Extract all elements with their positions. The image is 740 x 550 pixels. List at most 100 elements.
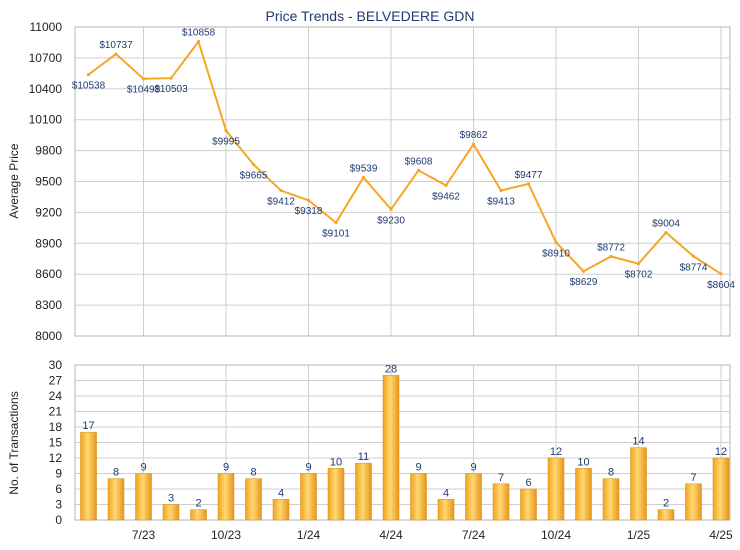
price-point <box>691 254 696 258</box>
transaction-bar-label: 8 <box>113 467 119 479</box>
price-data-label: $8629 <box>570 277 598 288</box>
transaction-bar-label: 8 <box>250 467 256 479</box>
transaction-bar <box>712 457 730 521</box>
price-data-label: $9101 <box>322 229 350 240</box>
transactions-y-tick-label: 21 <box>49 405 63 419</box>
transaction-bar-label: 14 <box>632 436 644 448</box>
transaction-bar-label: 7 <box>690 472 696 484</box>
transaction-bar <box>657 509 675 521</box>
price-point <box>251 162 256 167</box>
price-y-tick-label: 8300 <box>35 298 62 312</box>
price-point <box>636 262 641 266</box>
transaction-bar <box>520 488 537 521</box>
price-data-label: $9462 <box>432 191 460 202</box>
transaction-bar <box>492 483 510 521</box>
transaction-bar <box>190 509 207 521</box>
transaction-bar-label: 4 <box>443 487 449 499</box>
transaction-bar-label: 10 <box>330 456 342 468</box>
x-tick-label: 10/24 <box>541 528 571 542</box>
transaction-bar <box>327 468 345 521</box>
transactions-data-labels: 17 8 9 3 2 9 8 4 9 10 11 28 9 4 9 7 6 12 10 8 14 2 7 12 <box>82 363 727 509</box>
price-plot-frame <box>74 26 731 337</box>
price-data-label: $10858 <box>182 28 216 39</box>
transaction-bar-label: 2 <box>195 498 201 510</box>
x-tick-label: 1/24 <box>297 528 321 542</box>
price-data-label: $10538 <box>72 81 106 92</box>
transactions-y-tick-label: 6 <box>55 482 62 496</box>
price-point <box>334 220 338 225</box>
transaction-bar-label: 8 <box>608 467 614 479</box>
price-data-label: $9318 <box>295 206 323 217</box>
transaction-bar <box>355 462 372 521</box>
x-tick-label: 4/24 <box>379 528 403 542</box>
price-point <box>444 183 448 188</box>
price-y-tick-label: 8600 <box>35 267 62 281</box>
price-y-tick-label: 10700 <box>29 51 63 65</box>
price-data-label: $9995 <box>212 137 240 148</box>
x-tick-label: 7/24 <box>462 528 486 542</box>
transaction-bar-label: 28 <box>385 363 397 375</box>
transactions-y-tick-label: 15 <box>49 436 63 450</box>
price-data-label: $8774 <box>680 262 708 273</box>
price-data-label: $9477 <box>515 170 543 181</box>
price-point <box>389 207 393 211</box>
price-data-label: $9413 <box>487 196 515 207</box>
transaction-bar-label: 9 <box>305 462 311 474</box>
transaction-bar-label: 12 <box>550 446 562 458</box>
transaction-bar <box>272 499 290 521</box>
transactions-y-tick-label: 24 <box>49 389 63 403</box>
price-point <box>196 40 201 44</box>
price-series-line <box>87 39 722 275</box>
price-y-tick-label: 9200 <box>35 205 62 219</box>
price-point <box>471 142 476 146</box>
x-tick-label: 4/25 <box>709 528 733 542</box>
price-y-ticks: 8000 8300 8600 8900 9200 9500 9800 10100 10400 10… <box>29 20 63 343</box>
transaction-bar <box>630 447 647 521</box>
x-tick-label: 7/23 <box>132 528 156 542</box>
transactions-y-tick-label: 9 <box>55 467 62 481</box>
price-point <box>416 168 421 172</box>
price-point <box>86 72 91 77</box>
transactions-y-tick-label: 12 <box>49 451 63 465</box>
transaction-bar-label: 4 <box>278 487 284 499</box>
price-data-label: $9608 <box>405 156 433 167</box>
transaction-bar-label: 3 <box>168 493 174 505</box>
price-data-label: $8604 <box>707 280 735 291</box>
transaction-bar-label: 9 <box>223 462 229 474</box>
price-point <box>526 182 531 186</box>
transactions-y-tick-label: 0 <box>55 513 62 527</box>
transaction-bar <box>547 457 565 521</box>
price-y-tick-label: 11000 <box>30 20 63 34</box>
transactions-y-tick-label: 18 <box>49 420 63 434</box>
price-point <box>141 77 146 81</box>
transaction-bar <box>382 375 400 521</box>
price-data-label: $9230 <box>377 215 405 226</box>
price-data-label: $10498 <box>127 85 161 96</box>
price-data-label: $8702 <box>625 270 653 281</box>
transaction-bar <box>437 499 455 521</box>
transaction-bar <box>410 473 427 521</box>
price-y-tick-label: 10100 <box>29 113 63 127</box>
transaction-bar-label: 6 <box>525 477 531 489</box>
price-point <box>499 188 503 193</box>
price-data-label: $9862 <box>460 130 488 141</box>
transaction-bar <box>135 473 152 521</box>
transaction-bar <box>575 468 592 521</box>
price-data-label: $8910 <box>542 248 570 259</box>
price-point <box>664 230 668 235</box>
transaction-bar-label: 12 <box>715 446 727 458</box>
price-line-panel: 8000 8300 8600 8900 9200 9500 9800 10100 10400 10… <box>7 20 735 343</box>
transaction-bar <box>685 483 702 521</box>
price-data-label: $10737 <box>99 40 133 51</box>
price-y-tick-label: 10400 <box>29 82 63 96</box>
transactions-bars <box>80 375 730 521</box>
price-point <box>114 52 118 56</box>
price-point <box>279 188 283 193</box>
price-point <box>609 254 613 259</box>
transaction-bar <box>465 473 482 521</box>
transaction-bar-label: 9 <box>415 462 421 474</box>
price-y-axis-title: Average Price <box>7 143 21 218</box>
